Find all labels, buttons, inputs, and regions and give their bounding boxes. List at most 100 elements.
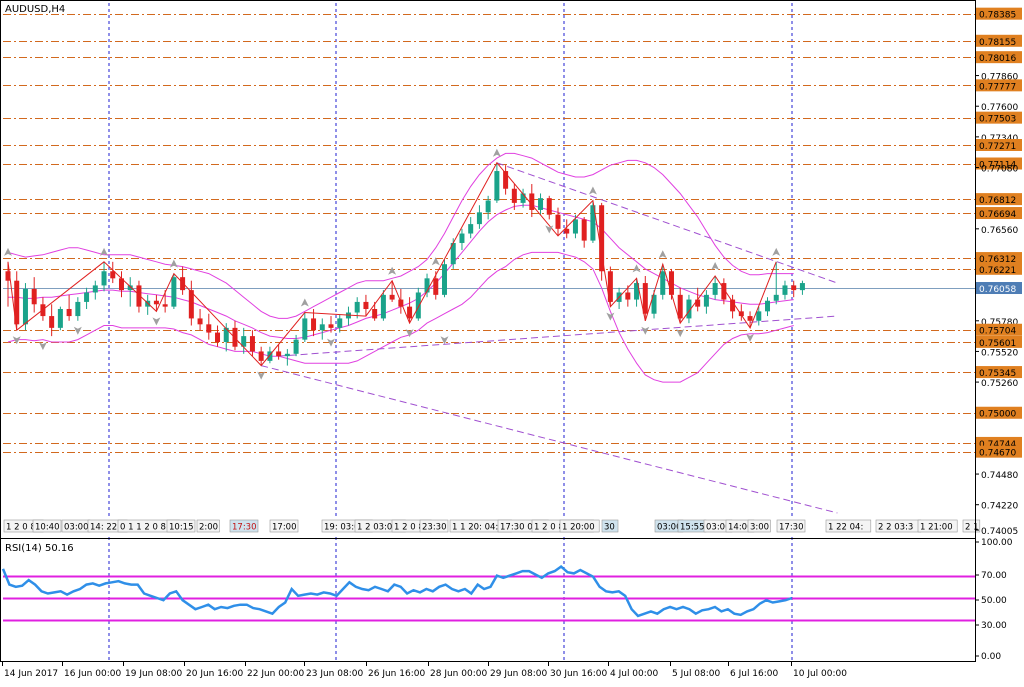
session-strip-label: 19: 03:00 bbox=[324, 523, 365, 533]
price-tick-label: 0.76560 bbox=[981, 226, 1018, 236]
level-price-label: 0.76221 bbox=[979, 266, 1016, 276]
candle-body-42 bbox=[363, 301, 369, 309]
fractal-up-marker-1 bbox=[4, 247, 12, 256]
candle-body-70 bbox=[607, 271, 613, 302]
level-price-label: 0.75601 bbox=[979, 339, 1016, 349]
candle-body-3 bbox=[22, 288, 28, 325]
candle-body-18 bbox=[153, 300, 159, 305]
candle-body-85 bbox=[738, 311, 744, 317]
level-price-label: 0.77503 bbox=[979, 115, 1016, 125]
level-price-label: 0.78016 bbox=[979, 54, 1016, 64]
trendlines bbox=[261, 162, 838, 514]
session-strip-label: 1 21:00 bbox=[920, 523, 953, 533]
level-price-label: 0.74744 bbox=[979, 440, 1016, 450]
candle-body-19 bbox=[162, 304, 168, 307]
fractal-up-marker-3 bbox=[169, 259, 178, 268]
fractal-up-marker-10 bbox=[658, 250, 667, 259]
level-price-tag bbox=[976, 51, 1022, 64]
session-strip-cell-8 bbox=[229, 519, 259, 533]
trendline-1 bbox=[496, 162, 838, 284]
session-strip-label: 10:40 bbox=[35, 523, 60, 533]
candle-body-36 bbox=[311, 318, 317, 331]
candle-body-13 bbox=[110, 271, 116, 279]
level-price-tag bbox=[976, 34, 1022, 47]
level-price-label: 0.77777 bbox=[979, 82, 1016, 92]
candle-body-90 bbox=[782, 285, 788, 295]
candle-body-43 bbox=[372, 308, 378, 319]
fractal-up-marker-4 bbox=[300, 298, 309, 307]
candle-body-69 bbox=[599, 205, 605, 272]
candle-body-45 bbox=[389, 294, 395, 300]
candle-body-92 bbox=[799, 283, 805, 291]
candle-body-26 bbox=[223, 327, 229, 343]
session-strip-cell-18 bbox=[601, 519, 619, 533]
candle-body-31 bbox=[267, 351, 273, 361]
session-strip-label: 14:00 bbox=[728, 523, 753, 533]
candle-body-29 bbox=[249, 336, 255, 352]
candle-body-80 bbox=[695, 299, 701, 307]
candle-body-87 bbox=[756, 311, 762, 321]
candle-body-61 bbox=[529, 193, 535, 210]
candle-body-34 bbox=[293, 339, 299, 354]
candle-body-74 bbox=[642, 283, 648, 314]
candle-body-57 bbox=[494, 171, 500, 201]
price-tick-label: 0.77080 bbox=[981, 165, 1018, 175]
level-price-tag bbox=[976, 7, 1022, 20]
session-strip-label: 03:00 bbox=[64, 523, 89, 533]
candle-body-8 bbox=[66, 308, 72, 317]
level-price-tag bbox=[976, 366, 1022, 379]
candle-body-24 bbox=[206, 324, 212, 333]
session-strip-label: 17:30 bbox=[779, 523, 804, 533]
candle-body-83 bbox=[721, 283, 727, 300]
session-strip-cell-9 bbox=[269, 519, 299, 533]
price-tick-label: 0.77600 bbox=[981, 103, 1018, 113]
candle-body-16 bbox=[136, 285, 142, 307]
candle-body-12 bbox=[101, 271, 107, 286]
candle-body-56 bbox=[485, 200, 491, 213]
candle-body-88 bbox=[765, 300, 771, 312]
level-price-label: 0.75000 bbox=[979, 410, 1016, 420]
level-price-label: 0.78155 bbox=[979, 38, 1016, 48]
candle-body-38 bbox=[328, 324, 334, 328]
candle-body-54 bbox=[468, 224, 474, 234]
level-price-label: 0.75345 bbox=[979, 369, 1016, 379]
fractal-up-marker-9 bbox=[632, 264, 641, 273]
rsi-panel bbox=[0, 538, 975, 622]
candle-body-49 bbox=[424, 278, 430, 293]
candle-body-73 bbox=[634, 283, 640, 300]
session-strip-label: 1 2 03:00 bbox=[357, 523, 398, 533]
candle-body-28 bbox=[241, 336, 247, 347]
fractal-up-marker-12 bbox=[772, 247, 781, 256]
candle-body-20 bbox=[171, 277, 177, 307]
fractal-up-marker-6 bbox=[431, 257, 440, 266]
session-strip-label: 2 2 03:3 bbox=[878, 523, 913, 533]
candle-body-89 bbox=[773, 294, 779, 301]
session-strip-label: 03:00 bbox=[706, 523, 731, 533]
session-strip-label: 1 20:00 bbox=[562, 523, 595, 533]
fractal-down-marker-5 bbox=[257, 371, 266, 380]
candle-body-41 bbox=[354, 301, 360, 313]
candle-body-63 bbox=[546, 198, 552, 215]
time-tick-label: 30 Jun 16:00 bbox=[550, 669, 607, 679]
grid-lines bbox=[108, 3, 793, 661]
fractal-down-marker-10 bbox=[606, 312, 615, 321]
time-tick-label: 14 Jun 2017 bbox=[4, 669, 58, 679]
zigzag-polyline bbox=[7, 161, 777, 367]
session-strip-label: 1 2 0 8 09: bbox=[534, 523, 580, 533]
candle-body-77 bbox=[668, 271, 674, 295]
time-tick-label: 29 Jun 08:00 bbox=[490, 669, 547, 679]
candle-body-48 bbox=[415, 292, 421, 319]
fractal-down-marker-8 bbox=[440, 336, 449, 345]
time-tick-label: 10 Jul 00:00 bbox=[793, 669, 847, 679]
candle-body-62 bbox=[538, 198, 544, 210]
fractal-markers bbox=[4, 148, 781, 380]
candle-body-51 bbox=[442, 264, 447, 295]
session-strip: 1 2 0 8 10:40 03:00 14: 22: 0 1 1 2 0 8 10:15… bbox=[3, 519, 981, 534]
candle-body-4 bbox=[31, 288, 37, 305]
level-price-tag bbox=[976, 207, 1022, 220]
level-price-tag bbox=[976, 139, 1022, 152]
candle-body-30 bbox=[258, 351, 264, 361]
